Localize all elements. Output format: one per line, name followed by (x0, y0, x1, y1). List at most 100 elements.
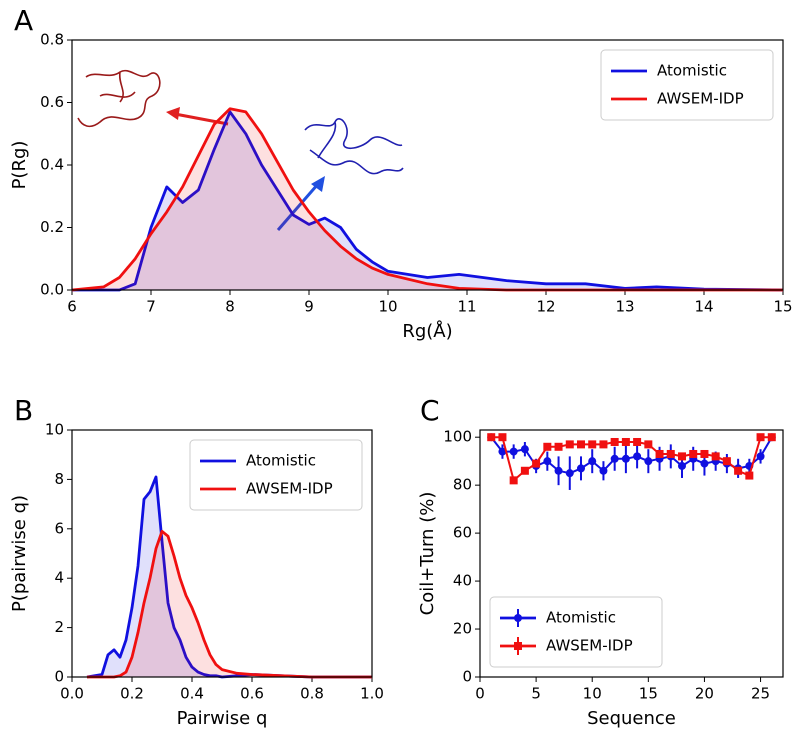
x-tick-label: 0 (475, 685, 485, 703)
x-tick-label: 0.2 (120, 685, 144, 703)
marker (633, 437, 642, 446)
marker (498, 447, 507, 456)
x-tick-label: 11 (457, 298, 476, 316)
x-tick-label: 25 (751, 685, 770, 703)
y-tick-label: 80 (453, 476, 472, 494)
x-tick-label: 12 (536, 298, 555, 316)
y-axis-label: P(Rg) (9, 141, 30, 190)
x-axis-label: Rg(Å) (402, 320, 452, 342)
marker (756, 433, 765, 442)
panel-label: C (420, 394, 440, 427)
marker (520, 445, 529, 454)
x-tick-label: 7 (146, 298, 156, 316)
marker (621, 454, 630, 463)
y-tick-label: 4 (54, 569, 64, 587)
arrow-head-red (166, 107, 180, 120)
y-axis-label: P(pairwise q) (9, 495, 30, 612)
legend-label: Atomistic (657, 62, 727, 80)
x-tick-label: 0.6 (240, 685, 264, 703)
marker (722, 457, 731, 466)
legend-marker (514, 614, 522, 622)
x-tick-label: 10 (378, 298, 397, 316)
y-tick-label: 0 (54, 668, 64, 686)
atomistic-structure (304, 118, 404, 175)
x-tick-label: 0.8 (300, 685, 324, 703)
x-axis-label: Pairwise q (177, 708, 268, 729)
marker (655, 449, 664, 458)
y-tick-label: 2 (54, 618, 64, 636)
marker (678, 461, 686, 470)
marker (588, 457, 597, 466)
arrow-blue (276, 183, 320, 231)
protein-icons (77, 69, 404, 231)
legend-marker (514, 642, 522, 650)
y-tick-label: 6 (54, 519, 64, 537)
y-tick-label: 0.2 (40, 218, 64, 236)
legend-label: AWSEM-IDP (657, 90, 744, 108)
legend-box (600, 49, 774, 121)
x-tick-label: 9 (304, 298, 314, 316)
marker (666, 449, 675, 458)
y-tick-label: 20 (453, 620, 472, 638)
y-tick-label: 0.8 (40, 31, 64, 49)
marker (734, 466, 743, 475)
x-tick-label: 0.4 (180, 685, 204, 703)
x-tick-label: 10 (583, 685, 602, 703)
marker (577, 440, 585, 449)
marker (610, 437, 619, 446)
legend-label: Atomistic (546, 609, 616, 627)
marker (509, 447, 518, 456)
awsem-structure (77, 69, 161, 128)
marker (543, 442, 552, 451)
y-tick-label: 100 (443, 428, 472, 446)
x-tick-label: 15 (639, 685, 658, 703)
panel-label: A (14, 4, 33, 37)
y-tick-label: 0 (462, 668, 472, 686)
marker (700, 459, 709, 468)
axes-frame (479, 429, 784, 678)
legend-box (189, 439, 363, 511)
y-axis-label: Coil+Turn (%) (417, 492, 438, 616)
legend-label: Atomistic (246, 452, 316, 470)
marker (565, 440, 574, 449)
marker (532, 459, 541, 468)
marker (599, 440, 608, 449)
marker (689, 449, 698, 458)
marker (565, 469, 574, 478)
marker (610, 454, 619, 463)
marker (577, 464, 585, 473)
marker (588, 440, 597, 449)
area-fill (87, 531, 372, 677)
y-tick-label: 0.6 (40, 93, 64, 111)
x-tick-label: 6 (67, 298, 77, 316)
marker (756, 452, 765, 461)
y-tick-label: 40 (453, 572, 472, 590)
marker (745, 471, 754, 480)
y-tick-label: 0.0 (40, 281, 64, 299)
legend-label: AWSEM-IDP (246, 480, 333, 498)
area-fill (72, 111, 783, 291)
marker (633, 452, 642, 461)
marker (509, 476, 518, 485)
marker (678, 452, 686, 461)
legend-box (489, 596, 663, 668)
marker (543, 457, 552, 466)
marker (599, 466, 608, 475)
marker (621, 437, 630, 446)
x-tick-label: 8 (225, 298, 235, 316)
arrow-red (174, 112, 229, 126)
marker (700, 449, 709, 458)
axes-frame (71, 39, 784, 291)
arrow-head-blue (311, 176, 325, 192)
series-line (86, 475, 372, 679)
y-tick-label: 8 (54, 470, 64, 488)
x-tick-label: 15 (773, 298, 792, 316)
y-tick-label: 0.4 (40, 156, 64, 174)
panel-label: B (14, 394, 33, 427)
marker (520, 466, 529, 475)
series-line (72, 110, 784, 292)
marker (554, 442, 563, 451)
x-tick-label: 20 (695, 685, 714, 703)
